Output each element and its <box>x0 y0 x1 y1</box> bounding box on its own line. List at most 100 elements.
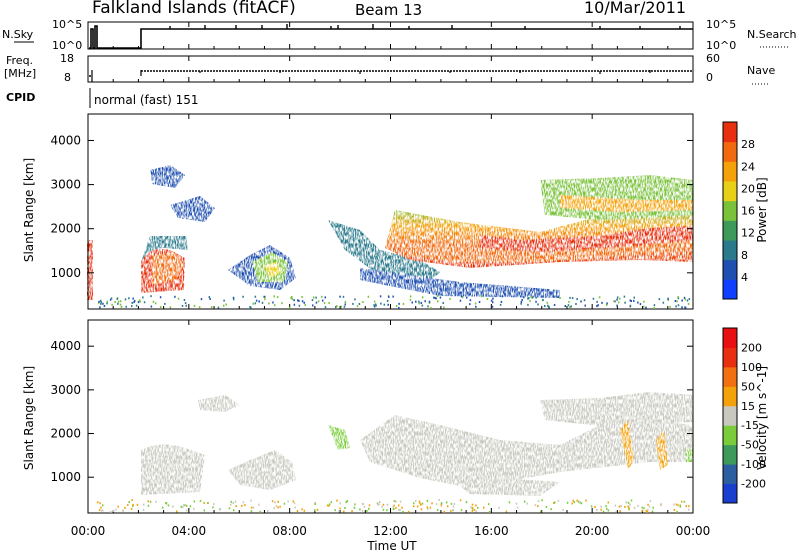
velocity-ground-scatter <box>498 507 500 509</box>
velocity-ground-scatter <box>483 507 485 509</box>
power-ground-scatter <box>502 295 504 297</box>
velocity-ground-scatter <box>124 507 126 509</box>
power-ground-scatter <box>142 296 144 298</box>
power-ground-scatter <box>218 307 220 309</box>
velocity-ground-scatter <box>110 511 112 513</box>
power-ground-scatter <box>160 306 162 308</box>
power-ground-scatter <box>268 302 270 304</box>
power-ground-scatter <box>415 301 417 303</box>
power-data-layer <box>87 165 693 300</box>
velocity-panel: Slant Range [km] <box>22 320 693 513</box>
velocity-ground-scatter <box>540 511 542 513</box>
velocity-ground-scatter <box>220 508 222 510</box>
power-ground-scatter <box>139 301 141 303</box>
velocity-ground-scatter <box>127 504 128 506</box>
power-ground-scatter <box>535 301 537 303</box>
velocity-ground-scatter <box>386 509 388 511</box>
velocity-ground-scatter <box>131 508 133 510</box>
power-ground-scatter <box>392 296 394 298</box>
power-ground-scatter <box>375 304 377 306</box>
velocity-ground-scatter <box>241 505 243 507</box>
power-ground-scatter <box>249 306 251 308</box>
power-ground-scatter <box>223 300 225 302</box>
power-ground-scatter <box>117 303 119 305</box>
power-ground-scatter <box>433 297 435 299</box>
velocity-ground-scatter <box>314 503 316 505</box>
power-ground-scatter <box>201 298 203 300</box>
velocity-colorbar-swatch <box>723 425 737 445</box>
velocity-ground-scatter <box>634 507 636 509</box>
velocity-ground-scatter <box>605 505 607 507</box>
velocity-ground-scatter <box>190 505 192 507</box>
power-ground-scatter <box>99 306 101 308</box>
velocity-colorbar-tick: 200 <box>741 341 762 354</box>
power-ground-scatter <box>554 304 556 306</box>
velocity-colorbar-tick: 100 <box>741 361 762 374</box>
power-ground-scatter <box>272 302 274 304</box>
power-ground-scatter <box>131 305 133 307</box>
velocity-ground-scatter <box>615 505 617 507</box>
power-ground-scatter <box>299 305 301 307</box>
velocity-ground-scatter <box>301 508 303 510</box>
power-y-tick-label: 3000 <box>50 178 81 192</box>
velocity-ground-scatter <box>684 501 686 503</box>
power-ground-scatter <box>481 295 483 297</box>
power-ground-scatter <box>318 300 320 302</box>
freq-trace <box>89 71 693 76</box>
velocity-ground-scatter <box>608 501 610 503</box>
power-ground-scatter <box>559 297 561 299</box>
velocity-ground-scatter <box>274 507 276 509</box>
velocity-ground-scatter <box>181 506 183 508</box>
velocity-ground-scatter <box>535 504 537 506</box>
power-ground-scatter <box>281 302 283 304</box>
velocity-ground-scatter <box>259 511 261 513</box>
power-ground-scatter <box>684 297 686 299</box>
power-ground-scatter <box>325 306 327 308</box>
power-ground-scatter <box>687 300 689 302</box>
velocity-ground-scatter <box>317 509 319 511</box>
power-ground-scatter <box>128 297 130 299</box>
velocity-ground-scatter <box>398 509 400 511</box>
velocity-ground-scatter <box>115 508 117 510</box>
velocity-colorbar-tick: -15 <box>741 419 759 432</box>
power-ground-scatter <box>107 301 109 303</box>
power-ground-scatter <box>199 306 201 308</box>
freq-label-line1: Freq. <box>6 54 33 67</box>
velocity-ground-scatter <box>327 504 329 506</box>
freq-label-line2: [MHz] <box>4 67 36 80</box>
velocity-ground-scatter <box>558 500 560 502</box>
power-ground-scatter <box>114 301 116 303</box>
velocity-ground-scatter <box>200 500 202 502</box>
velocity-ground-scatter <box>387 504 389 506</box>
power-ground-scatter <box>547 305 549 307</box>
velocity-ground-scatter <box>686 505 688 507</box>
power-y-tick-label: 1000 <box>50 266 81 280</box>
power-ground-scatter <box>184 299 186 301</box>
power-ground-scatter <box>322 300 324 302</box>
velocity-ground-scatter <box>186 509 188 511</box>
power-ground-scatter <box>643 306 645 308</box>
power-ground-scatter <box>388 296 390 298</box>
power-ground-scatter <box>380 303 382 305</box>
velocity-ground-scatter <box>488 503 490 505</box>
power-ground-scatter <box>435 297 437 299</box>
power-ground-scatter <box>580 300 582 302</box>
velocity-ground-scatter <box>526 503 528 505</box>
velocity-ground-scatter <box>137 504 139 506</box>
nave-label: Nave <box>747 64 775 77</box>
velocity-ground-scatter <box>235 501 237 503</box>
x-tick-label: 00:00 <box>676 524 711 538</box>
power-ground-scatter <box>387 304 389 306</box>
power-ground-scatter <box>630 305 632 307</box>
velocity-ground-scatter <box>641 510 643 512</box>
velocity-ground-scatter <box>368 508 370 510</box>
power-ground-scatter <box>256 300 258 302</box>
power-ground-scatter <box>274 304 276 306</box>
velocity-ground-scatter <box>650 500 652 502</box>
velocity-ground-scatter <box>437 509 439 511</box>
velocity-ground-scatter <box>279 506 281 508</box>
power-ground-scatter <box>160 296 162 298</box>
power-ground-scatter <box>645 307 647 309</box>
power-ground-scatter <box>316 302 318 304</box>
velocity-ground-scatter <box>250 500 252 502</box>
